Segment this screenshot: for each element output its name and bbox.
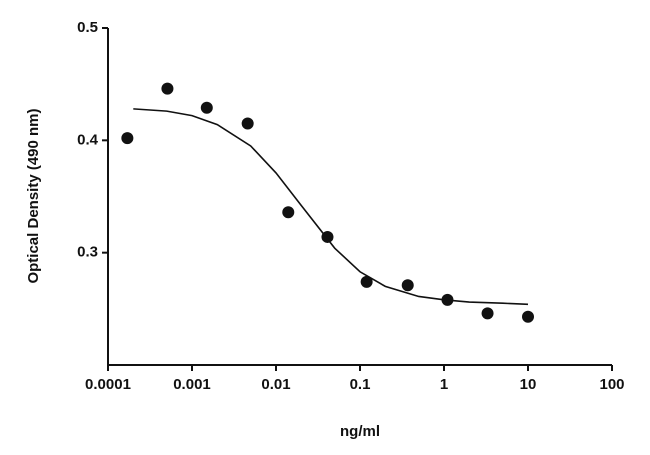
x-tick-label: 0.01 (261, 376, 290, 393)
x-tick-label: 0.001 (173, 376, 211, 393)
x-axis-label: ng/ml (340, 423, 380, 440)
y-tick-label: 0.5 (77, 19, 98, 36)
data-point (241, 117, 254, 130)
x-tick-label: 100 (599, 376, 624, 393)
x-tick-label: 1 (440, 376, 448, 393)
data-point (200, 101, 213, 114)
data-point (481, 307, 494, 320)
data-point (161, 82, 174, 95)
y-axis-label: Optical Density (490 nm) (25, 108, 42, 283)
data-point (441, 293, 454, 306)
data-point (401, 279, 414, 292)
data-point (321, 230, 334, 243)
x-tick-label: 0.0001 (85, 376, 131, 393)
x-tick-label: 0.1 (350, 376, 371, 393)
x-tick-label: 10 (520, 376, 537, 393)
data-point (522, 310, 534, 323)
y-tick-label: 0.4 (77, 131, 99, 148)
y-tick-label: 0.3 (77, 244, 98, 261)
data-point (121, 132, 134, 145)
data-point (360, 275, 373, 288)
fit-curve (133, 108, 529, 306)
data-point (282, 206, 295, 219)
